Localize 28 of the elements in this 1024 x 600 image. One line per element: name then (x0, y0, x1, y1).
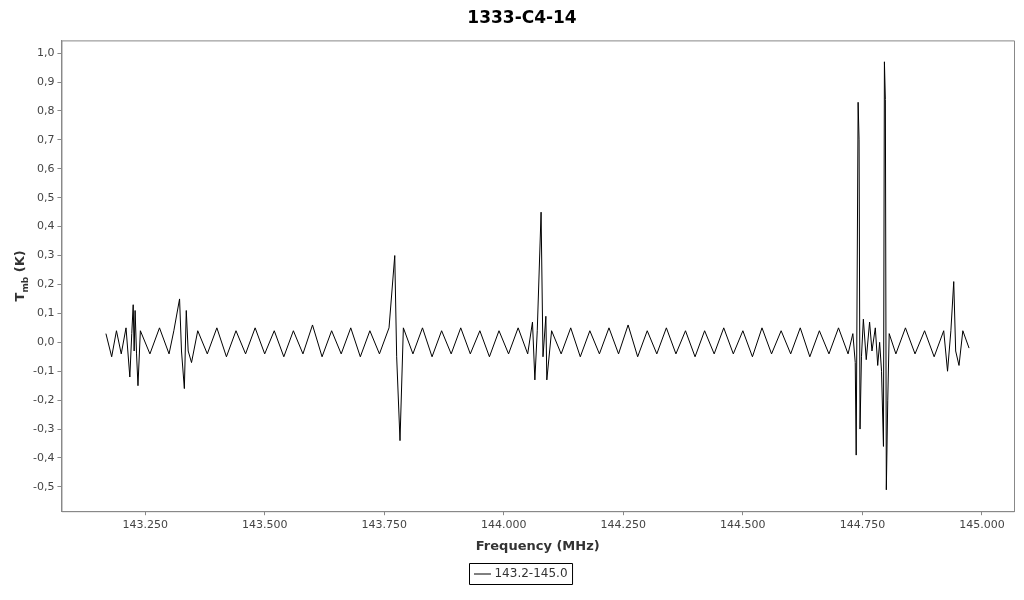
y-tick-label: 0,9 (36, 74, 55, 88)
x-tick-label: 144.000 (481, 517, 527, 531)
y-tick-label: 0,0 (36, 335, 55, 349)
y-tick-label: 0,1 (36, 306, 55, 320)
y-tick-label: 0,2 (36, 277, 55, 291)
y-tick-label: 1,0 (36, 45, 55, 59)
x-tick-label: 145.000 (959, 517, 1005, 531)
legend-label: 143.2-145.0 (494, 566, 568, 581)
x-axis-title: Frequency (MHz) (475, 537, 600, 553)
y-tick-label: -0,1 (32, 364, 55, 378)
y-tick-label: 0,8 (36, 103, 55, 117)
chart-title: 1333-C4-14 (467, 6, 577, 27)
y-tick-label: -0,3 (32, 421, 55, 435)
y-tick-label: 0,5 (36, 190, 55, 204)
y-tick-label: -0,2 (32, 393, 55, 407)
y-tick-label: 0,6 (36, 161, 55, 175)
y-tick-label: 0,4 (36, 219, 55, 233)
y-tick-label: -0,4 (32, 450, 55, 464)
x-tick-label: 143.750 (361, 517, 407, 531)
x-tick-label: 143.250 (122, 517, 168, 531)
x-tick-label: 144.750 (839, 517, 886, 531)
x-tick-label: 143.500 (241, 517, 288, 531)
y-tick-label: -0,5 (32, 479, 55, 493)
x-tick-label: 144.250 (600, 517, 647, 531)
x-tick-label: 144.500 (720, 517, 766, 531)
y-tick-label: 0,3 (36, 248, 55, 262)
y-axis-title: Tmb (K) (12, 250, 30, 302)
y-tick-label: 0,7 (36, 132, 55, 146)
